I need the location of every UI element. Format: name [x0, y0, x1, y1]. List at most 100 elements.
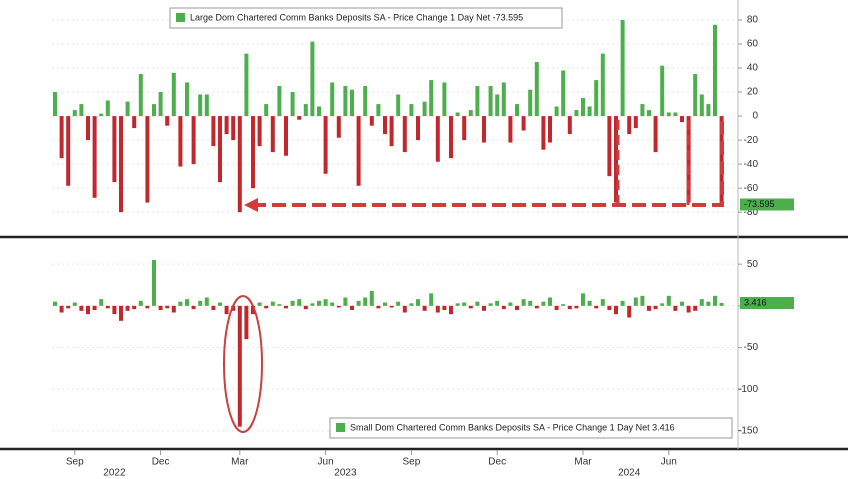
- bar: [409, 104, 414, 117]
- y-tick-label: -80: [744, 207, 759, 218]
- bar: [462, 116, 467, 141]
- bar: [290, 92, 295, 117]
- bar: [244, 53, 249, 117]
- bar: [574, 305, 579, 309]
- bar: [435, 116, 440, 162]
- bar: [501, 305, 506, 310]
- bar: [224, 116, 229, 135]
- bar: [277, 304, 282, 306]
- bar: [72, 302, 77, 306]
- bar: [594, 80, 599, 117]
- bar: [165, 116, 170, 126]
- bar: [587, 300, 592, 306]
- bar: [66, 305, 71, 309]
- bar: [218, 302, 222, 306]
- bar: [706, 104, 711, 117]
- bar: [442, 305, 447, 310]
- bar: [350, 89, 354, 117]
- bar: [251, 305, 255, 315]
- bar: [495, 300, 500, 306]
- bar: [138, 300, 143, 306]
- bar: [409, 303, 414, 306]
- y-tick-label: 20: [747, 87, 759, 98]
- bar: [389, 305, 394, 308]
- bar: [482, 116, 486, 143]
- bar: [171, 72, 176, 117]
- bar: [284, 305, 288, 309]
- bar: [171, 305, 176, 313]
- bar: [185, 82, 189, 117]
- bar: [152, 104, 156, 117]
- bar: [79, 305, 84, 311]
- bar: [92, 305, 97, 310]
- bar: [251, 116, 255, 189]
- bar: [99, 299, 104, 306]
- x-tick-label: Sep: [66, 457, 84, 468]
- bar: [191, 116, 196, 165]
- bar: [574, 110, 579, 117]
- bar: [429, 293, 434, 306]
- bar: [429, 80, 434, 117]
- bar: [383, 116, 387, 135]
- bar: [402, 116, 407, 153]
- x-year-label: 2024: [618, 468, 641, 479]
- bar: [79, 104, 84, 117]
- bar: [475, 86, 480, 117]
- bar: [231, 116, 236, 141]
- bar: [383, 302, 387, 306]
- bar: [666, 295, 671, 306]
- bar: [323, 299, 328, 306]
- bar: [614, 116, 618, 203]
- last-value-label: -73.595: [744, 199, 775, 209]
- bar: [317, 106, 321, 117]
- bar: [237, 116, 242, 213]
- bar: [706, 301, 711, 306]
- bar: [138, 74, 143, 117]
- legend-box: [169, 7, 563, 29]
- bar: [376, 305, 381, 309]
- bar: [277, 86, 282, 117]
- bar: [686, 305, 691, 313]
- bar: [369, 290, 374, 306]
- bar: [449, 305, 453, 315]
- bar: [416, 116, 420, 141]
- bar: [666, 112, 671, 117]
- bar: [303, 305, 308, 310]
- bar: [178, 301, 183, 306]
- bar: [369, 116, 374, 126]
- x-tick-label: Mar: [574, 457, 592, 468]
- bar: [105, 305, 110, 309]
- bar: [270, 301, 275, 306]
- bar: [350, 305, 354, 310]
- x-tick-label: Mar: [231, 457, 249, 468]
- bar: [356, 116, 361, 186]
- bar: [633, 297, 638, 306]
- x-year-label: 2023: [334, 468, 357, 479]
- bar: [719, 116, 724, 205]
- bar: [534, 62, 539, 117]
- marks: -80-60-40-20020406080-73.595-150-100-500…: [52, 15, 794, 479]
- bar: [640, 295, 645, 306]
- bar: [145, 305, 150, 309]
- bar: [119, 116, 123, 213]
- bar: [119, 305, 123, 321]
- y-tick-label: 60: [747, 39, 759, 50]
- bar: [713, 24, 717, 117]
- bar: [521, 116, 526, 131]
- bar: [515, 104, 519, 117]
- legend-swatch: [176, 13, 185, 22]
- bar: [310, 303, 315, 306]
- bar: [719, 302, 724, 306]
- bar: [680, 116, 684, 123]
- bar: [257, 302, 262, 306]
- x-tick-label: Dec: [488, 457, 506, 468]
- bar: [59, 305, 64, 313]
- bar: [389, 116, 394, 147]
- legend-label: Large Dom Chartered Comm Banks Deposits …: [190, 12, 523, 22]
- bar: [422, 101, 427, 117]
- bar: [270, 116, 275, 153]
- bar: [158, 305, 163, 310]
- bar: [515, 305, 519, 310]
- bar: [264, 305, 269, 309]
- y-tick-label: 0: [752, 111, 758, 122]
